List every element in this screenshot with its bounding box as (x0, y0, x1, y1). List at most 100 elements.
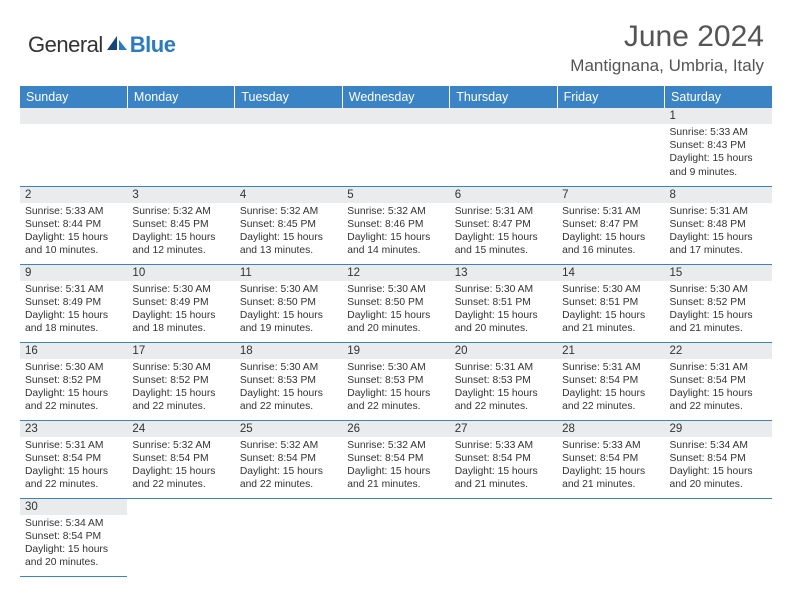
day-header: Saturday (665, 86, 772, 108)
day-number-empty (20, 108, 127, 124)
day-body: Sunrise: 5:31 AMSunset: 8:49 PMDaylight:… (20, 281, 127, 338)
day-body: Sunrise: 5:30 AMSunset: 8:50 PMDaylight:… (235, 281, 342, 338)
day-number: 26 (342, 421, 449, 437)
calendar-cell: 24Sunrise: 5:32 AMSunset: 8:54 PMDayligh… (127, 420, 234, 498)
header: GeneralBlue June 2024 Mantignana, Umbria… (0, 0, 792, 82)
day-number: 12 (342, 265, 449, 281)
day-body: Sunrise: 5:30 AMSunset: 8:50 PMDaylight:… (342, 281, 449, 338)
day-number: 23 (20, 421, 127, 437)
calendar-cell (342, 108, 449, 186)
day-number: 1 (665, 108, 772, 124)
day-number-empty (127, 108, 234, 124)
calendar-cell (342, 498, 449, 576)
calendar-cell: 18Sunrise: 5:30 AMSunset: 8:53 PMDayligh… (235, 342, 342, 420)
day-body: Sunrise: 5:31 AMSunset: 8:54 PMDaylight:… (557, 359, 664, 416)
calendar-cell (450, 498, 557, 576)
day-number: 8 (665, 187, 772, 203)
day-number: 5 (342, 187, 449, 203)
calendar-cell: 21Sunrise: 5:31 AMSunset: 8:54 PMDayligh… (557, 342, 664, 420)
day-body: Sunrise: 5:30 AMSunset: 8:51 PMDaylight:… (450, 281, 557, 338)
day-header: Thursday (450, 86, 557, 108)
calendar-cell: 10Sunrise: 5:30 AMSunset: 8:49 PMDayligh… (127, 264, 234, 342)
day-body: Sunrise: 5:30 AMSunset: 8:52 PMDaylight:… (20, 359, 127, 416)
calendar-cell: 6Sunrise: 5:31 AMSunset: 8:47 PMDaylight… (450, 186, 557, 264)
day-number: 4 (235, 187, 342, 203)
calendar-cell: 5Sunrise: 5:32 AMSunset: 8:46 PMDaylight… (342, 186, 449, 264)
day-number: 22 (665, 343, 772, 359)
calendar-cell (557, 108, 664, 186)
day-number: 9 (20, 265, 127, 281)
day-body: Sunrise: 5:30 AMSunset: 8:52 PMDaylight:… (127, 359, 234, 416)
day-body: Sunrise: 5:33 AMSunset: 8:54 PMDaylight:… (557, 437, 664, 494)
calendar-cell: 16Sunrise: 5:30 AMSunset: 8:52 PMDayligh… (20, 342, 127, 420)
day-body: Sunrise: 5:33 AMSunset: 8:54 PMDaylight:… (450, 437, 557, 494)
day-body: Sunrise: 5:31 AMSunset: 8:47 PMDaylight:… (450, 203, 557, 260)
day-body: Sunrise: 5:32 AMSunset: 8:54 PMDaylight:… (235, 437, 342, 494)
day-body: Sunrise: 5:31 AMSunset: 8:47 PMDaylight:… (557, 203, 664, 260)
day-body: Sunrise: 5:32 AMSunset: 8:54 PMDaylight:… (127, 437, 234, 494)
day-number: 16 (20, 343, 127, 359)
calendar-cell: 29Sunrise: 5:34 AMSunset: 8:54 PMDayligh… (665, 420, 772, 498)
calendar-cell (20, 108, 127, 186)
day-number: 14 (557, 265, 664, 281)
day-header: Monday (127, 86, 234, 108)
title-block: June 2024 Mantignana, Umbria, Italy (570, 20, 764, 76)
calendar-cell: 13Sunrise: 5:30 AMSunset: 8:51 PMDayligh… (450, 264, 557, 342)
day-number: 21 (557, 343, 664, 359)
day-number-empty (342, 108, 449, 124)
day-number-empty (235, 108, 342, 124)
day-number: 20 (450, 343, 557, 359)
calendar-cell: 28Sunrise: 5:33 AMSunset: 8:54 PMDayligh… (557, 420, 664, 498)
calendar-cell: 4Sunrise: 5:32 AMSunset: 8:45 PMDaylight… (235, 186, 342, 264)
calendar-cell: 14Sunrise: 5:30 AMSunset: 8:51 PMDayligh… (557, 264, 664, 342)
day-body: Sunrise: 5:31 AMSunset: 8:53 PMDaylight:… (450, 359, 557, 416)
day-body: Sunrise: 5:30 AMSunset: 8:51 PMDaylight:… (557, 281, 664, 338)
day-number: 28 (557, 421, 664, 437)
calendar-cell: 12Sunrise: 5:30 AMSunset: 8:50 PMDayligh… (342, 264, 449, 342)
day-number: 27 (450, 421, 557, 437)
calendar-cell (235, 108, 342, 186)
calendar-body: 1Sunrise: 5:33 AMSunset: 8:43 PMDaylight… (20, 108, 772, 576)
day-number: 17 (127, 343, 234, 359)
day-body: Sunrise: 5:32 AMSunset: 8:45 PMDaylight:… (127, 203, 234, 260)
day-body: Sunrise: 5:30 AMSunset: 8:52 PMDaylight:… (665, 281, 772, 338)
calendar-cell: 27Sunrise: 5:33 AMSunset: 8:54 PMDayligh… (450, 420, 557, 498)
day-body: Sunrise: 5:34 AMSunset: 8:54 PMDaylight:… (20, 515, 127, 572)
calendar-cell: 11Sunrise: 5:30 AMSunset: 8:50 PMDayligh… (235, 264, 342, 342)
calendar-cell (235, 498, 342, 576)
day-number: 3 (127, 187, 234, 203)
day-number: 10 (127, 265, 234, 281)
day-body: Sunrise: 5:32 AMSunset: 8:45 PMDaylight:… (235, 203, 342, 260)
day-body: Sunrise: 5:30 AMSunset: 8:53 PMDaylight:… (342, 359, 449, 416)
calendar-cell: 7Sunrise: 5:31 AMSunset: 8:47 PMDaylight… (557, 186, 664, 264)
logo-sail-icon (105, 34, 129, 57)
calendar-cell: 22Sunrise: 5:31 AMSunset: 8:54 PMDayligh… (665, 342, 772, 420)
day-number: 6 (450, 187, 557, 203)
location: Mantignana, Umbria, Italy (570, 56, 764, 76)
day-header: Tuesday (235, 86, 342, 108)
calendar-cell: 25Sunrise: 5:32 AMSunset: 8:54 PMDayligh… (235, 420, 342, 498)
calendar-cell: 8Sunrise: 5:31 AMSunset: 8:48 PMDaylight… (665, 186, 772, 264)
calendar-cell: 2Sunrise: 5:33 AMSunset: 8:44 PMDaylight… (20, 186, 127, 264)
day-number: 7 (557, 187, 664, 203)
calendar-cell (557, 498, 664, 576)
day-number: 25 (235, 421, 342, 437)
day-body: Sunrise: 5:34 AMSunset: 8:54 PMDaylight:… (665, 437, 772, 494)
calendar-cell: 23Sunrise: 5:31 AMSunset: 8:54 PMDayligh… (20, 420, 127, 498)
day-number-empty (557, 108, 664, 124)
day-header: Wednesday (342, 86, 449, 108)
day-number: 24 (127, 421, 234, 437)
day-number: 18 (235, 343, 342, 359)
calendar-table: SundayMondayTuesdayWednesdayThursdayFrid… (20, 86, 772, 577)
calendar-cell: 20Sunrise: 5:31 AMSunset: 8:53 PMDayligh… (450, 342, 557, 420)
day-number-empty (450, 108, 557, 124)
calendar-cell: 15Sunrise: 5:30 AMSunset: 8:52 PMDayligh… (665, 264, 772, 342)
calendar-cell: 26Sunrise: 5:32 AMSunset: 8:54 PMDayligh… (342, 420, 449, 498)
calendar-cell: 9Sunrise: 5:31 AMSunset: 8:49 PMDaylight… (20, 264, 127, 342)
day-body: Sunrise: 5:31 AMSunset: 8:48 PMDaylight:… (665, 203, 772, 260)
day-number: 2 (20, 187, 127, 203)
calendar-cell (127, 108, 234, 186)
calendar-head: SundayMondayTuesdayWednesdayThursdayFrid… (20, 86, 772, 108)
logo: GeneralBlue (28, 20, 175, 58)
day-number: 30 (20, 499, 127, 515)
